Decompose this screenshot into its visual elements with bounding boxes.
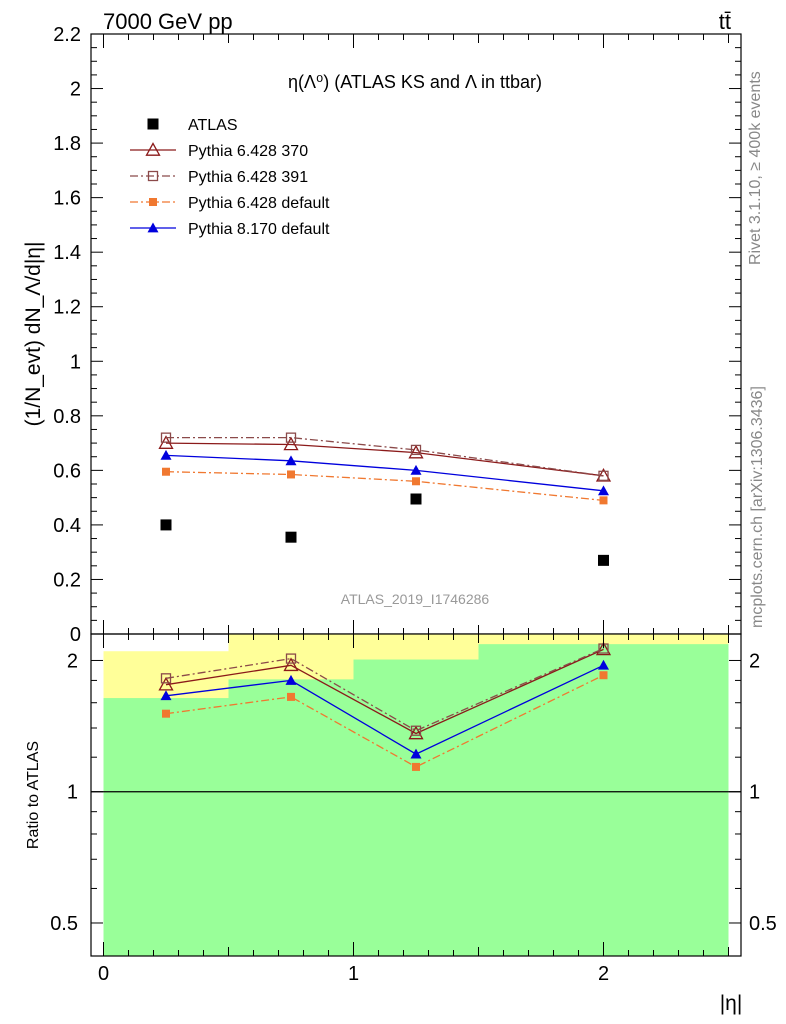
series-line-pythia-6-428-391 [165,647,604,732]
series-line-pythia-6-428-370 [165,648,604,735]
main-ytick-label: 1.6 [53,188,81,210]
point-pythia-6-428-391-0 [160,673,172,684]
ratio-bands [91,634,741,956]
green-band-2 [353,659,479,956]
legend: ATLAS Pythia 6.428 370 Pythia 6.428 391 Pyt… [130,117,330,238]
legend-label-atlas: ATLAS [188,117,238,134]
series-line-pythia-6-428-391 [166,436,604,477]
ratio-axes: 0.5 0.5 1 1 2 2 0 1 2 [50,634,777,985]
main-ytick-label: 0.4 [53,515,81,537]
main-plot: 0 0.2 0.4 0.6 0.8 1 1.2 1.4 1.6 1.8 2 2.2 η(Λ⁰) (AT… [22,24,742,646]
rivet-label: Rivet 3.1.10, ≥ 400k events [747,71,764,265]
point-pythia-6-428-391-2 [410,725,422,736]
ratio-ytick-label-left: 2 [67,650,78,672]
series-line-pythia-6-428-default [165,674,604,768]
green-band-3 [478,644,729,956]
point-pythia-6-428-391-2 [410,444,422,456]
point-pythia-6-428-370-0 [158,676,174,691]
main-ytick-label: 1.2 [53,297,81,319]
main-ytick-label: 1.8 [53,133,81,155]
point-atlas-1 [285,531,297,543]
legend-marker-pythia-8-170-default [147,222,159,233]
series-line-pythia-8-170-default [165,454,604,492]
series-line-pythia-8-170-default [165,664,604,755]
point-atlas-2 [410,493,422,505]
series-line-pythia-6-428-default [165,471,604,502]
green-band-1 [228,679,354,956]
point-pythia-8-170-default-3 [598,485,609,496]
legend-marker-pythia-6-428-default [149,198,157,206]
point-pythia-6-428-370-2 [408,444,424,459]
point-pythia-6-428-370-1 [283,657,299,672]
main-ytick-label: 0 [70,624,81,646]
point-pythia-6-428-391-3 [598,470,609,481]
legend-marker-atlas [147,118,159,130]
watermark: ATLAS_2019_I1746286 [341,591,490,607]
point-pythia-6-428-391-1 [285,432,297,443]
main-axes: 0 0.2 0.4 0.6 0.8 1 1.2 1.4 1.6 1.8 2 2.2 [53,24,741,646]
legend-marker-pythia-6-428-391 [147,170,159,182]
xtick-label: 0 [98,963,109,985]
point-pythia-6-428-default-0 [162,709,170,718]
point-pythia-6-428-370-2 [408,725,424,740]
ratio-marks [158,641,612,771]
point-pythia-6-428-default-2 [412,477,420,486]
point-pythia-6-428-default-3 [599,671,608,680]
legend-marker-pythia-6-428-370 [145,142,161,156]
ratio-ytick-label-right: 0.5 [749,913,777,935]
green-band-0 [103,698,229,956]
ratio-ytick-label-left: 1 [67,782,78,804]
main-ytick-label: 0.8 [53,406,81,428]
ratio-plot: 0.5 0.5 1 1 2 2 0 1 2 Ratio to ATLAS |η| [25,633,777,1015]
point-pythia-8-170-default-1 [285,455,297,466]
point-pythia-6-428-370-1 [283,436,299,451]
main-ytick-label: 2 [70,79,81,101]
point-pythia-6-428-370-3 [595,641,612,656]
ratio-ytick-label-right: 2 [749,650,760,672]
ratio-ytick-label-left: 0.5 [50,913,78,935]
x-axis-label: |η| [720,992,743,1015]
legend-label-pythia-6-428-370: Pythia 6.428 370 [188,143,308,160]
main-y-label: (1/N_evt) dN_Λ/d|η| [22,242,45,427]
mcplots-label: mcplots.cern.ch [arXiv:1306.3436] [749,386,766,628]
point-pythia-6-428-default-2 [412,762,420,771]
point-pythia-6-428-default-1 [287,470,295,479]
ratio-ytick-label-right: 1 [749,782,760,804]
main-marks [158,432,612,566]
point-pythia-6-428-default-1 [287,692,295,701]
point-pythia-6-428-391-0 [160,432,172,443]
header-right: tt̄ [719,9,731,34]
point-atlas-0 [160,519,172,531]
xtick-label: 1 [348,963,359,985]
ratio-frame [90,633,742,957]
point-pythia-8-170-default-3 [598,659,609,670]
series-line-pythia-6-428-370 [165,442,604,477]
main-ytick-label: 0.6 [53,460,81,482]
main-ytick-label: 2.2 [53,24,81,46]
point-pythia-8-170-default-1 [285,674,297,685]
point-pythia-6-428-default-0 [162,467,170,476]
legend-label-pythia-8-170-default: Pythia 8.170 default [188,221,330,238]
main-ytick-label: 1.4 [53,242,81,264]
ratio-y-label: Ratio to ATLAS [25,741,42,849]
point-pythia-6-428-default-3 [599,496,608,505]
point-pythia-8-170-default-2 [410,748,422,759]
point-pythia-8-170-default-0 [160,449,172,460]
point-pythia-8-170-default-0 [160,690,172,701]
legend-label-pythia-6-428-391: Pythia 6.428 391 [188,169,308,186]
main-ytick-label: 1 [70,351,81,373]
header-left: 7000 GeV pp [103,9,233,34]
point-atlas-3 [598,554,609,566]
main-title: η(Λ⁰) (ATLAS KS and Λ in ttbar) [288,72,542,92]
point-pythia-8-170-default-2 [410,464,422,475]
point-pythia-6-428-391-1 [285,653,297,664]
xtick-label: 2 [598,963,609,985]
legend-label-pythia-6-428-default: Pythia 6.428 default [188,195,330,212]
main-ytick-label: 0.2 [53,569,81,591]
